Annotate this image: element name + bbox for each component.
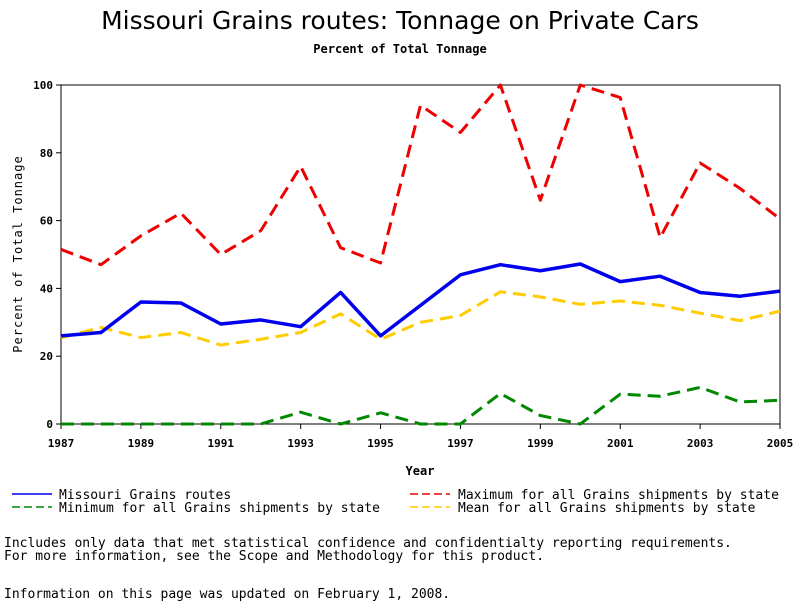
series-line-2 (61, 387, 780, 424)
series-line-1 (61, 85, 780, 265)
y-tick-label: 100 (33, 79, 53, 92)
y-axis-title: Percent of Total Tonnage (11, 155, 25, 352)
x-tick-label: 1989 (128, 437, 155, 450)
note-methodology: For more information, see the Scope and … (4, 549, 544, 564)
series-line-0 (61, 264, 780, 336)
x-tick-label: 2003 (687, 437, 714, 450)
y-tick-label: 20 (40, 350, 53, 363)
y-tick-label: 80 (40, 147, 53, 160)
y-tick-label: 40 (40, 282, 53, 295)
plot-frame (61, 85, 780, 424)
x-tick-label: 1995 (367, 437, 394, 450)
legend-label-2: Minimum for all Grains shipments by stat… (59, 501, 380, 516)
x-tick-label: 1999 (527, 437, 554, 450)
x-tick-label: 2005 (767, 437, 794, 450)
y-tick-label: 60 (40, 215, 53, 228)
legend-label-3: Mean for all Grains shipments by state (458, 501, 756, 516)
x-axis-title: Year (406, 464, 435, 478)
x-tick-label: 1991 (208, 437, 235, 450)
series-line-3 (61, 292, 780, 345)
y-tick-label: 0 (46, 418, 53, 431)
x-tick-label: 2001 (607, 437, 634, 450)
x-tick-label: 1993 (287, 437, 314, 450)
x-tick-label: 1997 (447, 437, 474, 450)
x-tick-label: 1987 (48, 437, 75, 450)
